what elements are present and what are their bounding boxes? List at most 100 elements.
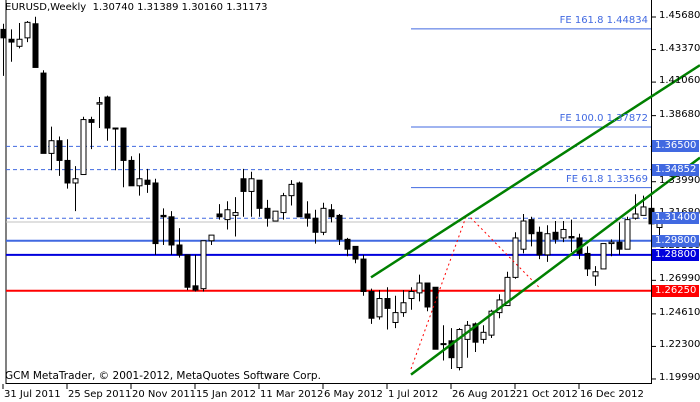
time-axis-label: 6 May 2012 bbox=[324, 389, 383, 400]
price-axis-label: 1.19990 bbox=[659, 371, 700, 383]
bull-candle bbox=[200, 240, 207, 290]
bear-candle bbox=[336, 214, 343, 240]
bull-candle bbox=[624, 219, 631, 250]
bull-candle bbox=[520, 220, 527, 250]
bull-candle bbox=[376, 298, 383, 318]
bull-candle bbox=[640, 206, 647, 216]
bull-candle bbox=[272, 210, 279, 222]
bull-candle bbox=[512, 237, 519, 278]
bull-candle bbox=[400, 302, 407, 314]
bull-candle bbox=[16, 38, 23, 47]
bull-candle bbox=[392, 312, 399, 323]
time-axis-label: 16 Dec 2012 bbox=[580, 389, 644, 400]
bear-candle bbox=[240, 178, 247, 192]
bear-candle bbox=[304, 213, 311, 219]
time-axis-label: 21 Oct 2012 bbox=[516, 389, 578, 400]
bear-candle bbox=[424, 282, 431, 308]
copyright-text: GCM MetaTrader, © 2001-2012, MetaQuotes … bbox=[5, 370, 321, 382]
bull-candle bbox=[248, 178, 255, 192]
bear-candle bbox=[296, 182, 303, 218]
bull-candle bbox=[592, 271, 599, 277]
price-level-tag: 1.36500 bbox=[652, 140, 699, 153]
bear-candle bbox=[344, 238, 351, 250]
bear-candle bbox=[104, 96, 111, 129]
bull-candle bbox=[112, 127, 119, 130]
bear-candle bbox=[128, 159, 135, 187]
bear-candle bbox=[184, 254, 191, 288]
bear-candle bbox=[568, 236, 575, 239]
bull-candle bbox=[608, 241, 615, 245]
bear-candle bbox=[264, 207, 271, 219]
bear-candle bbox=[40, 72, 47, 154]
bear-candle bbox=[616, 241, 623, 250]
bear-candle bbox=[168, 216, 175, 246]
price-level-tag: 1.28800 bbox=[652, 248, 699, 261]
bear-candle bbox=[64, 159, 71, 184]
bear-candle bbox=[216, 213, 223, 218]
time-axis-label: 26 Aug 2012 bbox=[452, 389, 517, 400]
bear-candle bbox=[384, 298, 391, 309]
price-axis-label: 1.43370 bbox=[659, 42, 700, 54]
bear-candle bbox=[552, 231, 559, 240]
bull-candle bbox=[456, 329, 463, 369]
bull-candle bbox=[208, 234, 215, 242]
time-axis-label: 31 Jul 2011 bbox=[4, 389, 61, 400]
bear-candle bbox=[56, 140, 63, 161]
bear-candle bbox=[88, 119, 95, 123]
bull-candle bbox=[320, 207, 327, 233]
bull-candle bbox=[544, 233, 551, 256]
bull-candle bbox=[600, 243, 607, 270]
price-axis-label: 1.45680 bbox=[659, 10, 700, 21]
fib-expansion-label: FE 61.8 1.33569 bbox=[565, 173, 648, 185]
bear-candle bbox=[528, 219, 535, 235]
price-axis-label: 1.26990 bbox=[659, 273, 700, 285]
chart-title: EURUSD,Weekly 1.30740 1.31389 1.30160 1.… bbox=[5, 2, 268, 13]
symbol-timeframe: EURUSD,Weekly bbox=[5, 2, 87, 13]
bear-candle bbox=[352, 245, 359, 260]
bear-candle bbox=[432, 286, 439, 350]
price-level-tag: 1.31400 bbox=[652, 212, 699, 225]
bull-candle bbox=[504, 276, 511, 307]
bull-candle bbox=[288, 183, 295, 197]
bull-candle bbox=[488, 310, 495, 336]
time-axis-label: 25 Sep 2011 bbox=[68, 389, 132, 400]
bear-candle bbox=[176, 244, 183, 256]
time-axis-label: 11 Mar 2012 bbox=[260, 389, 324, 400]
bear-candle bbox=[448, 340, 455, 359]
bear-candle bbox=[192, 285, 199, 291]
bull-candle bbox=[80, 119, 87, 176]
time-axis-label: 20 Nov 2011 bbox=[132, 389, 197, 400]
price-level-tag: 1.26250 bbox=[652, 284, 699, 297]
bear-candle bbox=[160, 214, 167, 218]
ohlc-values: 1.30740 1.31389 1.30160 1.31173 bbox=[92, 2, 268, 13]
trend-channel-line bbox=[370, 93, 656, 279]
price-axis-label: 1.22300 bbox=[659, 339, 700, 351]
bear-candle bbox=[152, 182, 159, 245]
bear-candle bbox=[360, 258, 367, 292]
price-level-tag: 1.29800 bbox=[652, 234, 699, 247]
bull-candle bbox=[440, 343, 447, 346]
fib-expansion-label: FE 161.8 1.44834 bbox=[559, 14, 648, 26]
price-axis-label: 1.24610 bbox=[659, 306, 700, 318]
bull-candle bbox=[416, 282, 423, 294]
price-level-tag: 1.34852 bbox=[652, 163, 699, 176]
bear-candle bbox=[120, 127, 127, 161]
trend-channel-extension bbox=[654, 64, 700, 96]
price-axis-label: 1.41060 bbox=[659, 75, 700, 87]
bear-candle bbox=[8, 38, 15, 43]
bull-candle bbox=[224, 209, 231, 221]
fib-expansion-label: FE 100.0 1.37872 bbox=[559, 113, 648, 124]
bear-candle bbox=[312, 217, 319, 233]
bear-candle bbox=[368, 290, 375, 319]
bear-candle bbox=[0, 28, 7, 39]
bear-candle bbox=[32, 23, 39, 68]
trend-channel-line bbox=[410, 190, 656, 376]
bull-candle bbox=[24, 21, 31, 39]
bull-candle bbox=[48, 140, 55, 154]
bear-candle bbox=[536, 231, 543, 256]
bull-candle bbox=[560, 228, 567, 239]
price-axis-label: 1.33990 bbox=[659, 174, 700, 186]
bull-candle bbox=[408, 290, 415, 300]
